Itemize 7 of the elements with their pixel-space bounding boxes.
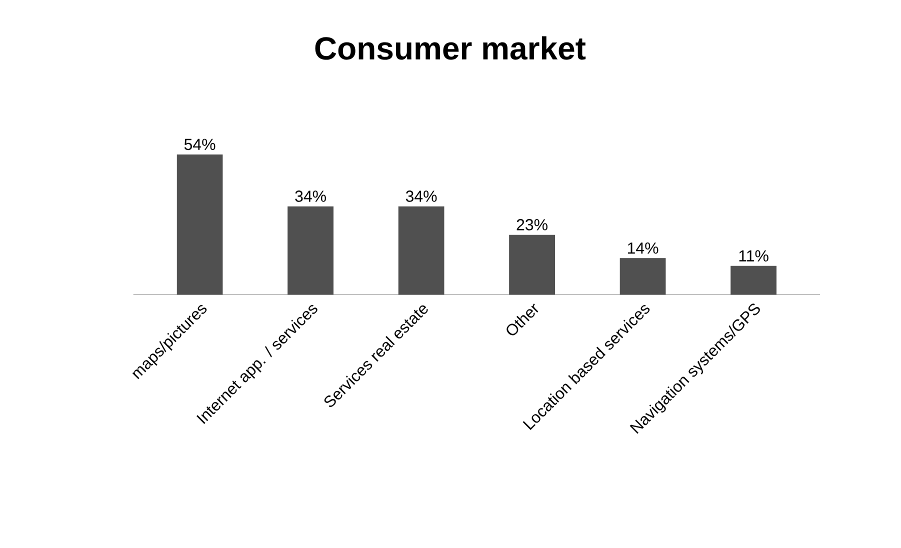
data-label: 34% bbox=[295, 190, 326, 202]
data-label: 23% bbox=[516, 219, 548, 230]
chart-title: Consumer market bbox=[315, 36, 586, 60]
data-label: 11% bbox=[739, 250, 768, 262]
data-label: 34% bbox=[406, 190, 437, 202]
data-label: 14% bbox=[628, 242, 658, 254]
data-label: 54% bbox=[184, 138, 216, 150]
